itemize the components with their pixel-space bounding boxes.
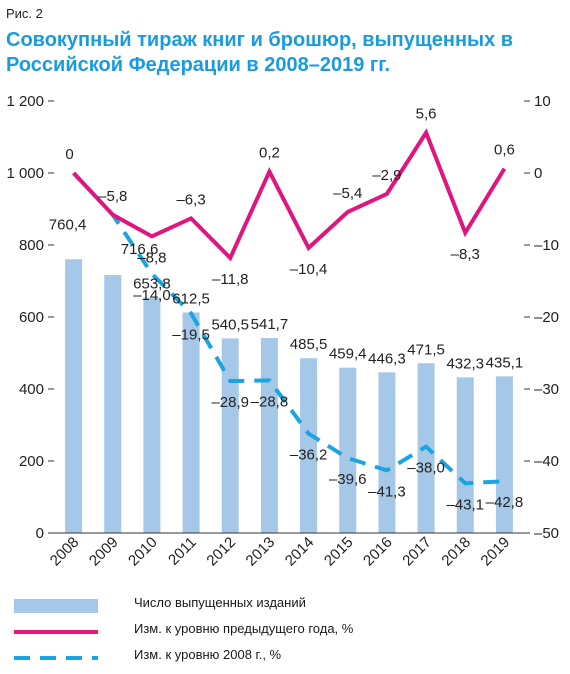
bar-2010 xyxy=(143,297,161,533)
bar-2019 xyxy=(495,376,513,533)
bar-value-label: 716,6 xyxy=(121,241,159,258)
legend-item-bars: Число выпущенных изданий xyxy=(14,592,554,618)
x-tick-label: 2017 xyxy=(399,534,435,570)
x-tick-label: 2014 xyxy=(282,534,318,570)
bar-value-label: 446,3 xyxy=(368,350,406,367)
bar-2015 xyxy=(339,367,357,533)
bar-value-label: 541,7 xyxy=(251,316,289,333)
bar-value-label: 612,5 xyxy=(172,291,210,308)
base-2008-value-label: –42,8 xyxy=(486,494,524,511)
prev-year-value-label: –2,9 xyxy=(372,167,401,184)
prev-year-value-label: 5,6 xyxy=(416,106,437,123)
y-left-tick-label: 1 200 xyxy=(6,93,44,110)
chart-title: Совокупный тираж книг и брошюр, выпущенн… xyxy=(6,29,514,76)
y-left-tick-label: 0 xyxy=(36,525,44,542)
prev-year-value-label: –6,3 xyxy=(176,191,205,208)
x-tick-label: 2013 xyxy=(243,534,279,570)
x-tick-label: 2019 xyxy=(478,534,514,570)
bar-value-label: 471,5 xyxy=(407,341,445,358)
legend-swatch-bars xyxy=(14,599,98,613)
base-2008-value-label: –28,8 xyxy=(251,393,289,410)
bar-2016 xyxy=(378,372,396,533)
legend-label-base-2008: Изм. к уровню 2008 г., % xyxy=(134,647,282,662)
base-2008-value-label: –19,5 xyxy=(172,326,210,343)
bars-layer xyxy=(65,259,513,533)
base-2008-value-label: –38,0 xyxy=(407,460,445,477)
legend-item-prev-year: Изм. к уровню предыдущего года, % xyxy=(14,618,554,644)
base-2008-value-label: –36,2 xyxy=(290,447,328,464)
legend: Число выпущенных изданий Изм. к уровню п… xyxy=(14,592,554,670)
bar-2008 xyxy=(65,259,83,533)
y-left-tick-label: 600 xyxy=(19,309,44,326)
bar-value-label: 760,4 xyxy=(49,216,87,233)
bar-value-label: 459,4 xyxy=(329,346,367,363)
y-right-tick-label: 10 xyxy=(534,93,551,110)
lines-layer xyxy=(72,128,507,486)
prev-year-value-label: 0,2 xyxy=(259,145,280,162)
x-tick-label: 2012 xyxy=(203,534,239,570)
x-tick-label: 2015 xyxy=(321,534,357,570)
figure-label: Рис. 2 xyxy=(6,6,43,21)
bar-value-label: 540,5 xyxy=(211,316,249,333)
bar-2012 xyxy=(221,338,239,533)
bar-2013 xyxy=(260,337,278,533)
legend-label-bars: Число выпущенных изданий xyxy=(134,595,306,610)
prev-year-value-label: 0 xyxy=(65,146,73,163)
x-tick-label: 2018 xyxy=(438,534,474,570)
y-right-tick-label: –50 xyxy=(534,525,559,542)
y-right-tick-label: 0 xyxy=(534,165,542,182)
legend-item-base-2008: Изм. к уровню 2008 г., % xyxy=(14,644,554,670)
y-right-tick-label: –30 xyxy=(534,381,559,398)
line-prev-year xyxy=(72,128,507,262)
y-left-tick-label: 200 xyxy=(19,453,44,470)
legend-swatch-prev-year xyxy=(14,630,98,634)
x-tick-label: 2011 xyxy=(165,534,200,569)
legend-swatch-base-2008 xyxy=(14,656,98,660)
prev-year-value-label: 0,6 xyxy=(494,142,515,159)
y-right-tick-label: –40 xyxy=(534,453,559,470)
y-right-tick-label: –10 xyxy=(534,237,559,254)
bar-2009 xyxy=(104,275,122,533)
y-left-tick-label: 1 000 xyxy=(6,165,44,182)
bar-value-label: 432,3 xyxy=(446,355,484,372)
prev-year-value-label: –8,3 xyxy=(451,246,480,263)
x-tick-label: 2016 xyxy=(360,534,396,570)
prev-year-value-label: –5,8 xyxy=(98,188,127,205)
y-left-tick-label: 800 xyxy=(19,237,44,254)
line-base-2008 xyxy=(72,171,505,486)
bar-value-label: 653,8 xyxy=(133,276,171,293)
prev-year-value-label: –10,4 xyxy=(290,261,328,278)
bar-2014 xyxy=(300,358,318,533)
bar-value-label: 435,1 xyxy=(486,354,524,371)
combo-chart: 0 200 400 600 800 1 000 1 200 –50 –40 –30 –20 –10 0 1… xyxy=(6,93,559,570)
legend-label-prev-year: Изм. к уровню предыдущего года, % xyxy=(134,621,354,636)
bar-value-label: 485,5 xyxy=(290,336,328,353)
prev-year-value-label: –11,8 xyxy=(212,271,248,288)
x-tick-label: 2009 xyxy=(86,534,122,570)
base-2008-value-label: –39,6 xyxy=(329,471,367,488)
x-tick-label: 2010 xyxy=(125,534,161,570)
bar-2011 xyxy=(182,312,200,533)
prev-year-value-label: –5,4 xyxy=(333,185,362,202)
base-2008-value-label: –28,9 xyxy=(211,394,249,411)
base-2008-value-label: –14,0 xyxy=(133,287,171,304)
base-2008-value-label: –41,3 xyxy=(368,483,406,500)
bar-2018 xyxy=(456,377,474,533)
prev-year-value-label: –8,8 xyxy=(137,249,166,266)
y-right-tick-label: –20 xyxy=(534,309,559,326)
y-left-tick-label: 400 xyxy=(19,381,44,398)
base-2008-value-label: –43,1 xyxy=(446,496,484,513)
x-tick-label: 2008 xyxy=(47,534,83,570)
